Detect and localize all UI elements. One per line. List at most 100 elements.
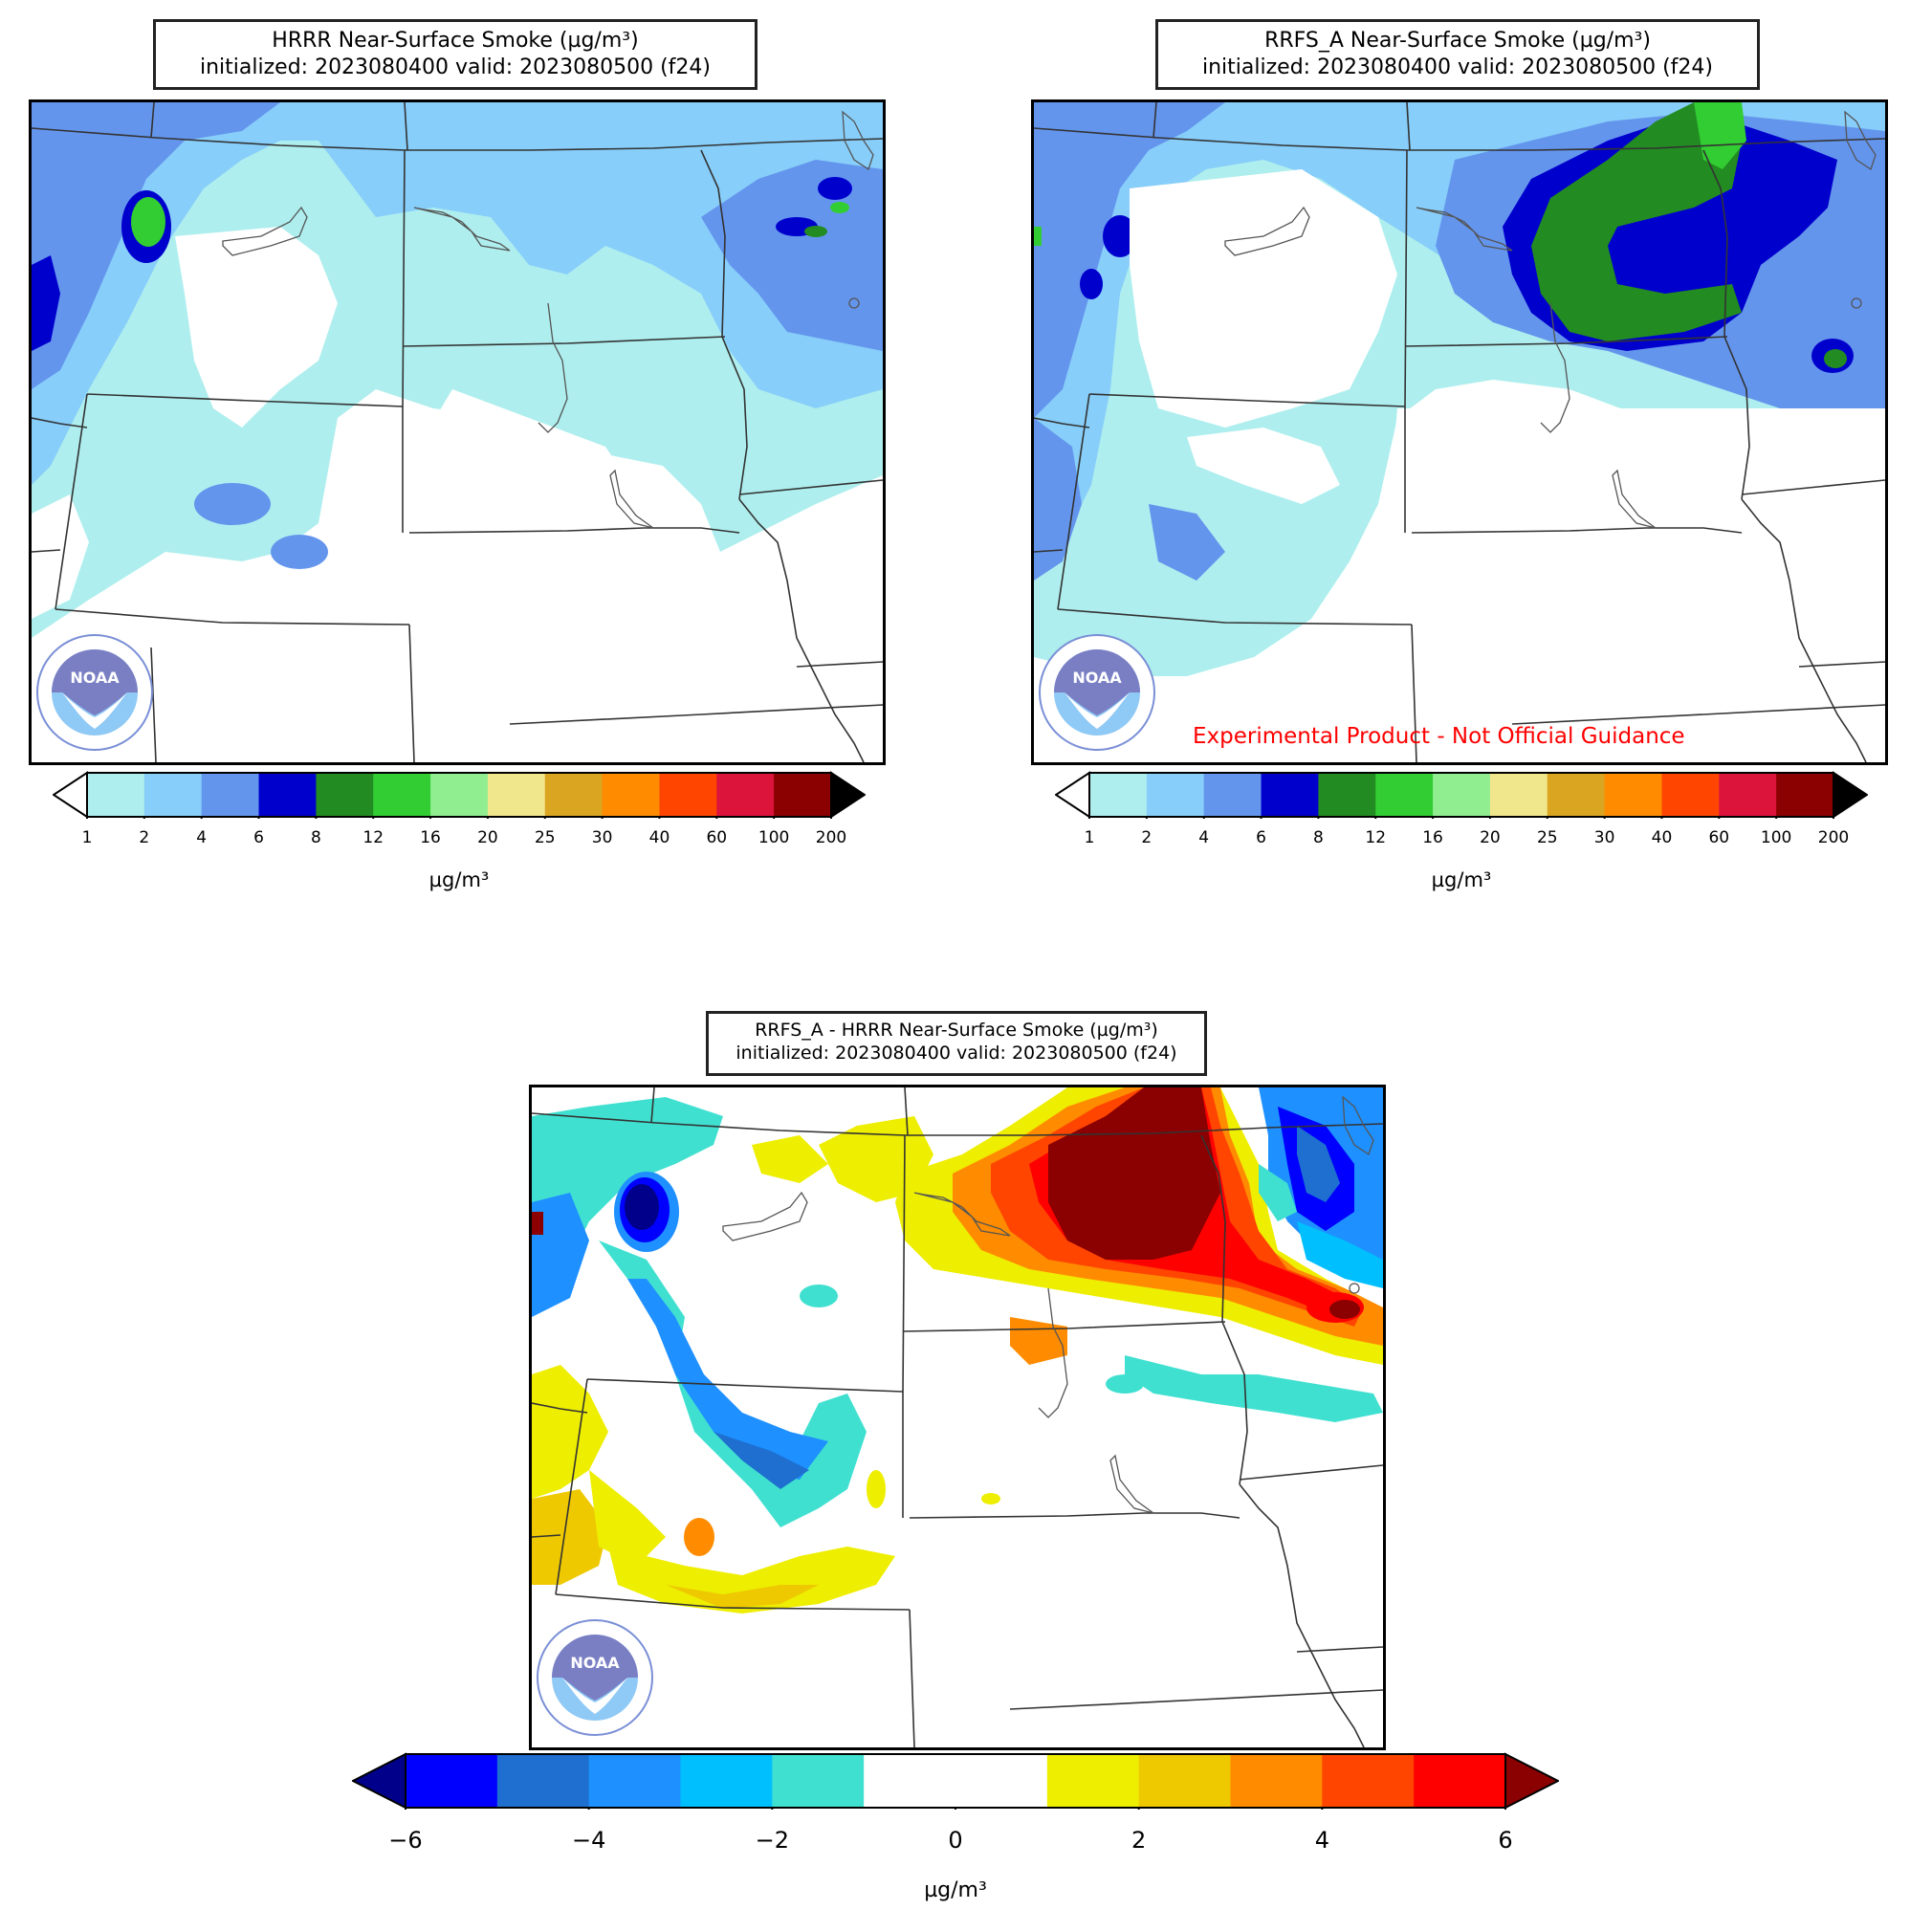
rivers-lakes: [722, 1095, 1374, 1514]
hrrr-title-box: HRRR Near-Surface Smoke (µg/m³) initiali…: [153, 19, 757, 90]
colorbar-tick-label: 25: [1536, 828, 1558, 847]
colorbar-swatch: [716, 773, 775, 817]
colorbar-swatch: [1261, 773, 1319, 817]
colorbar-swatch: [373, 773, 431, 817]
colorbar-swatch: [774, 773, 832, 817]
colorbar-tick-label: −2: [755, 1827, 790, 1854]
rivers-lakes: [1224, 110, 1877, 529]
colorbar-swatch: [1776, 773, 1834, 817]
colorbar-swatch: [1322, 1754, 1415, 1808]
colorbar-swatch: [1046, 1754, 1140, 1808]
diff-title: RRFS_A - HRRR Near-Surface Smoke (µg/m³): [755, 1020, 1158, 1041]
diff-map-canvas: [532, 1087, 1383, 1747]
colorbar-tick-label: 20: [1480, 828, 1501, 847]
colorbar-under-arrow: [1054, 771, 1090, 819]
colorbar-tick-label: 4: [196, 828, 208, 847]
svg-text:NOAA: NOAA: [1072, 669, 1122, 687]
colorbar-tick-label: 30: [1593, 828, 1615, 847]
smoke-field: [1034, 102, 1885, 762]
colorbar-swatch: [1489, 773, 1548, 817]
colorbar-under-arrow: [350, 1752, 406, 1810]
colorbar-tick-label: 6: [1498, 1827, 1513, 1854]
colorbar-tick-label: 100: [757, 828, 790, 847]
colorbar-swatch: [1661, 773, 1720, 817]
noaa-logo: NOAA: [35, 633, 154, 752]
colorbar-swatch: [1433, 773, 1491, 817]
colorbar-swatch: [772, 1754, 865, 1808]
colorbar-tick-label: 25: [534, 828, 556, 847]
diff-field: [532, 1087, 1383, 1747]
colorbar-swatch: [1547, 773, 1606, 817]
colorbar-swatch: [602, 773, 660, 817]
colorbar-swatch: [1604, 773, 1662, 817]
colorbar-tick-label: 2: [139, 828, 150, 847]
colorbar-swatch: [430, 773, 489, 817]
colorbar-under-arrow: [52, 771, 88, 819]
colorbar-tick-label: 12: [1365, 828, 1387, 847]
colorbar-tick-label: 16: [1422, 828, 1443, 847]
hrrr-colorbar-unit: µg/m³: [428, 868, 490, 891]
rrfs-title: RRFS_A Near-Surface Smoke (µg/m³): [1264, 29, 1651, 53]
state-boundaries: [32, 102, 883, 762]
colorbar-tick-label: 4: [1314, 1827, 1329, 1854]
colorbar-frame: [1088, 772, 1834, 818]
colorbar-swatch: [258, 773, 317, 817]
diff-colorbar-ticks: −6 −4 −2 0 2 4 6: [352, 1827, 1559, 1855]
rrfs-map: NOAA Experimental Product - Not Official…: [1031, 99, 1888, 765]
colorbar-tick-label: 4: [1198, 828, 1210, 847]
hrrr-map: NOAA: [29, 99, 886, 765]
colorbar-swatch: [1203, 773, 1262, 817]
colorbar-tick-label: −4: [571, 1827, 606, 1854]
hrrr-map-canvas: [32, 102, 883, 762]
colorbar-over-arrow: [1833, 771, 1869, 819]
colorbar-over-arrow: [830, 771, 867, 819]
colorbar-swatch: [1146, 773, 1205, 817]
colorbar-swatch: [1414, 1754, 1506, 1808]
diff-subtitle: initialized: 2023080400 valid: 202308050…: [735, 1042, 1177, 1064]
colorbar-tick-label: 60: [1708, 828, 1730, 847]
colorbar-swatch: [1230, 1754, 1323, 1808]
colorbar-swatch: [864, 1754, 956, 1808]
colorbar-swatch: [1318, 773, 1376, 817]
colorbar-tick-label: 200: [815, 828, 847, 847]
rrfs-subtitle: initialized: 2023080400 valid: 202308050…: [1202, 55, 1713, 79]
colorbar-swatch: [316, 773, 374, 817]
colorbar-swatch: [680, 1754, 773, 1808]
noaa-logo: NOAA: [1038, 633, 1156, 752]
colorbar-tick-label: 2: [1141, 828, 1153, 847]
colorbar-tick-label: −6: [388, 1827, 423, 1854]
colorbar-tick-label: 1: [81, 828, 93, 847]
hrrr-colorbar-ticks: 1 2 4 6 8 12 16 20 25 30 40 60 100 200: [53, 828, 866, 851]
rivers-lakes: [222, 110, 874, 529]
rrfs-title-box: RRFS_A Near-Surface Smoke (µg/m³) initia…: [1155, 19, 1760, 90]
hrrr-colorbar: 1 2 4 6 8 12 16 20 25 30 40 60 100 200 µg/m³: [52, 771, 867, 914]
colorbar-tick-label: 100: [1760, 828, 1792, 847]
colorbar-swatch: [487, 773, 546, 817]
diff-colorbar-unit: µg/m³: [924, 1878, 987, 1902]
state-boundaries: [1034, 102, 1885, 762]
colorbar-tick-label: 1: [1084, 828, 1095, 847]
smoke-field: [32, 102, 883, 762]
colorbar-frame: [86, 772, 832, 818]
colorbar-tick-label: 40: [1651, 828, 1673, 847]
rrfs-colorbar-swatches: [1054, 771, 1869, 819]
colorbar-tick-label: 2: [1131, 1827, 1147, 1854]
hrrr-colorbar-swatches: [52, 771, 867, 819]
rrfs-colorbar-ticks: 1 2 4 6 8 12 16 20 25 30 40 60 100 200: [1055, 828, 1868, 851]
hrrr-subtitle: initialized: 2023080400 valid: 202308050…: [200, 55, 711, 79]
colorbar-tick-label: 6: [1256, 828, 1266, 847]
colorbar-swatch: [1375, 773, 1434, 817]
colorbar-tick-label: 60: [706, 828, 728, 847]
diff-map: NOAA: [529, 1085, 1386, 1750]
colorbar-swatch: [1719, 773, 1777, 817]
colorbar-swatch: [143, 773, 203, 817]
colorbar-tick-label: 40: [648, 828, 670, 847]
colorbar-tick-label: 20: [477, 828, 498, 847]
rrfs-colorbar-unit: µg/m³: [1431, 868, 1492, 891]
colorbar-tick-label: 200: [1817, 828, 1850, 847]
colorbar-swatch: [544, 773, 604, 817]
colorbar-tick-label: 6: [253, 828, 264, 847]
colorbar-tick-label: 16: [420, 828, 441, 847]
colorbar-tick-label: 12: [362, 828, 384, 847]
noaa-logo: NOAA: [536, 1618, 654, 1737]
